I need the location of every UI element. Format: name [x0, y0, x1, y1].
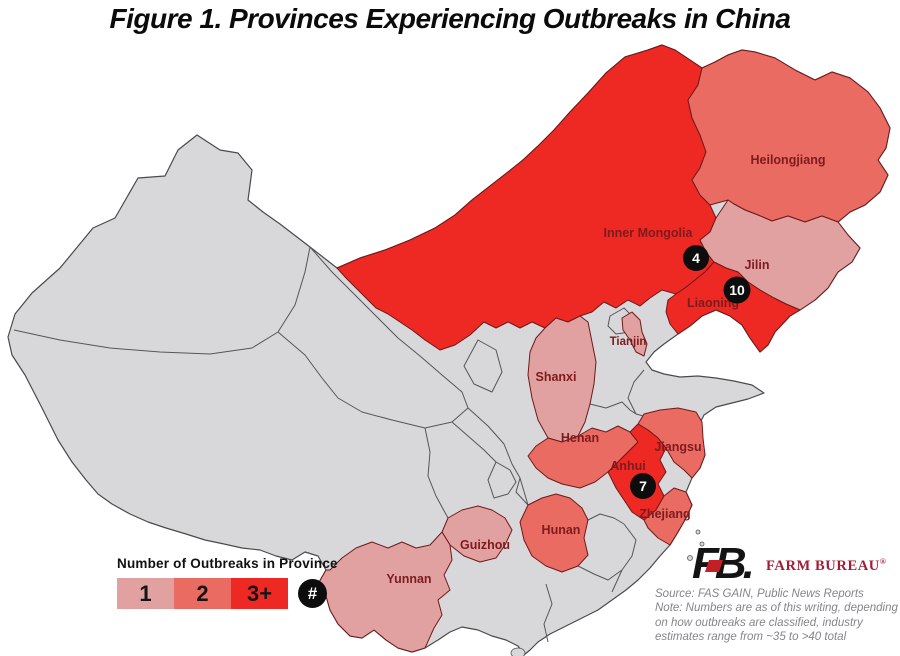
map-label-jiangsu: Jiangsu [654, 440, 701, 454]
province-tianjin [621, 311, 648, 357]
legend-swatch-2: 2 [174, 578, 231, 609]
badge-circle-liaoning [723, 276, 751, 304]
province-shanxi [527, 315, 597, 443]
badge-count-inner-mongolia: 4 [692, 250, 700, 266]
map-label-zhejiang: Zhejiang [639, 507, 690, 521]
legend-swatch-1: 1 [117, 578, 174, 609]
farm-bureau-wordmark: FARM BUREAU® [766, 557, 886, 575]
province-jilin [699, 199, 861, 311]
map-label-yunnan: Yunnan [386, 572, 431, 586]
map-label-anhui: Anhui [610, 459, 645, 473]
map-label-hunan: Hunan [542, 523, 581, 537]
logo-monogram-text: FB. [692, 539, 752, 584]
legend-count-badge: # [298, 579, 327, 608]
map-label-guizhou: Guizhou [460, 538, 510, 552]
source-line: Source: FAS GAIN, Public News Reports [655, 588, 864, 600]
map-label-heilongjiang: Heilongjiang [751, 153, 826, 167]
outbreak-badges: 4 10 7 [630, 245, 751, 499]
note-line: Note: Numbers are as of this writing, de… [655, 602, 898, 615]
map-label-liaoning: Liaoning [687, 296, 739, 310]
legend-swatch-3plus: 3+ [231, 578, 288, 609]
farm-bureau-logo-icon: FB. [692, 538, 758, 588]
logo-red-accent [705, 560, 723, 572]
province-heilongjiang [687, 49, 891, 223]
map-label-shanxi: Shanxi [536, 370, 577, 384]
province-hunan [519, 493, 589, 573]
map-label-henan: Henan [561, 431, 599, 445]
province-liaoning [665, 261, 801, 353]
wordmark-text: FARM BUREAU [766, 558, 880, 574]
map-label-jilin: Jilin [744, 258, 769, 272]
note-line: estimates range from ~35 to >40 total [655, 631, 847, 644]
badge-count-liaoning: 10 [729, 282, 745, 298]
source-note: Source: FAS GAIN, Public News Reports No… [655, 587, 900, 645]
province-zhejiang [643, 487, 693, 546]
province-yunnan [317, 531, 453, 653]
legend-scale: 1 2 3+ # [117, 578, 338, 609]
registered-mark: ® [879, 557, 887, 567]
note-line: on how outbreaks are classified, industr… [655, 616, 863, 629]
figure-title: Figure 1. Provinces Experiencing Outbrea… [109, 3, 791, 34]
farm-bureau-branding: FB. FARM BUREAU® [692, 538, 886, 588]
badge-circle-inner-mongolia [683, 245, 709, 271]
map-label-tianjin: Tianjin [610, 336, 647, 348]
badge-count-anhui: 7 [639, 478, 647, 494]
legend: Number of Outbreaks in Province 1 2 3+ # [117, 556, 338, 609]
coastal-islands [510, 529, 705, 656]
badge-circle-anhui [630, 473, 656, 499]
legend-title: Number of Outbreaks in Province [117, 556, 338, 571]
map-label-inner-mongolia: Inner Mongolia [604, 226, 694, 240]
